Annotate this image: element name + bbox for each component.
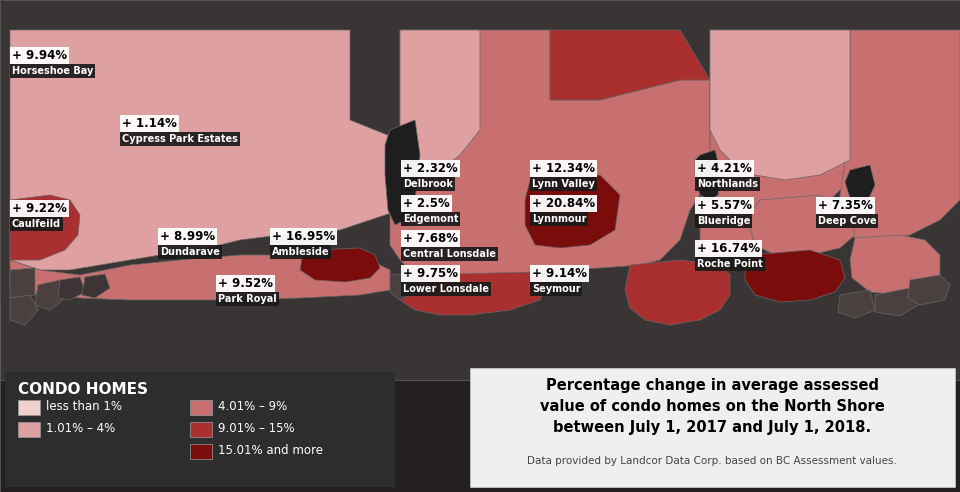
- Text: + 9.75%: + 9.75%: [403, 267, 458, 280]
- Polygon shape: [10, 255, 390, 300]
- Text: Lynnmour: Lynnmour: [532, 214, 587, 224]
- Polygon shape: [35, 280, 65, 310]
- Text: Caulfeild: Caulfeild: [12, 219, 61, 229]
- Polygon shape: [400, 30, 480, 175]
- Text: + 12.34%: + 12.34%: [532, 162, 595, 175]
- Polygon shape: [300, 248, 380, 282]
- FancyBboxPatch shape: [18, 422, 40, 437]
- Polygon shape: [10, 30, 400, 270]
- FancyBboxPatch shape: [190, 444, 212, 459]
- Text: Lower Lonsdale: Lower Lonsdale: [403, 284, 489, 294]
- Polygon shape: [0, 0, 960, 380]
- FancyBboxPatch shape: [470, 368, 955, 487]
- Text: + 9.94%: + 9.94%: [12, 49, 67, 62]
- FancyBboxPatch shape: [18, 400, 40, 415]
- Text: Blueridge: Blueridge: [697, 216, 751, 226]
- Polygon shape: [400, 272, 545, 315]
- Text: + 1.14%: + 1.14%: [122, 117, 177, 130]
- Text: Northlands: Northlands: [697, 179, 758, 189]
- Text: Percentage change in average assessed
value of condo homes on the North Shore
be: Percentage change in average assessed va…: [540, 378, 884, 435]
- Polygon shape: [10, 268, 35, 298]
- Text: Data provided by Landcor Data Corp. based on BC Assessment values.: Data provided by Landcor Data Corp. base…: [527, 456, 897, 466]
- Polygon shape: [908, 275, 950, 305]
- Text: Edgemont: Edgemont: [403, 214, 459, 224]
- Text: 4.01% – 9%: 4.01% – 9%: [218, 400, 287, 413]
- Polygon shape: [838, 290, 875, 318]
- Text: + 2.5%: + 2.5%: [403, 197, 449, 210]
- Polygon shape: [840, 30, 960, 240]
- FancyBboxPatch shape: [5, 372, 395, 487]
- Text: + 5.57%: + 5.57%: [697, 199, 752, 212]
- Text: CONDO HOMES: CONDO HOMES: [18, 382, 148, 397]
- Polygon shape: [385, 120, 420, 225]
- Polygon shape: [82, 274, 110, 298]
- Text: Dundarave: Dundarave: [160, 247, 220, 257]
- Text: + 9.52%: + 9.52%: [218, 277, 273, 290]
- Polygon shape: [390, 272, 420, 300]
- Polygon shape: [750, 195, 855, 255]
- Text: + 8.99%: + 8.99%: [160, 230, 215, 243]
- Polygon shape: [710, 30, 850, 180]
- Text: Deep Cove: Deep Cove: [818, 216, 876, 226]
- Polygon shape: [550, 30, 710, 100]
- Text: + 7.35%: + 7.35%: [818, 199, 873, 212]
- Polygon shape: [390, 30, 710, 280]
- Text: + 9.22%: + 9.22%: [12, 202, 67, 215]
- Polygon shape: [875, 288, 918, 316]
- Text: less than 1%: less than 1%: [46, 400, 122, 413]
- Text: + 20.84%: + 20.84%: [532, 197, 595, 210]
- Text: Cypress Park Estates: Cypress Park Estates: [122, 134, 238, 144]
- Text: 1.01% – 4%: 1.01% – 4%: [46, 423, 115, 435]
- Text: 15.01% and more: 15.01% and more: [218, 444, 323, 458]
- Polygon shape: [850, 235, 940, 295]
- Text: Central Lonsdale: Central Lonsdale: [403, 249, 496, 259]
- Text: 9.01% – 15%: 9.01% – 15%: [218, 423, 295, 435]
- Text: + 2.32%: + 2.32%: [403, 162, 458, 175]
- Text: Lynn Valley: Lynn Valley: [532, 179, 595, 189]
- Polygon shape: [625, 260, 730, 325]
- Polygon shape: [845, 165, 875, 200]
- Polygon shape: [700, 30, 850, 260]
- Text: + 7.68%: + 7.68%: [403, 232, 458, 245]
- FancyBboxPatch shape: [190, 422, 212, 437]
- Polygon shape: [525, 175, 620, 248]
- Text: Park Royal: Park Royal: [218, 294, 276, 304]
- Polygon shape: [745, 250, 845, 302]
- Polygon shape: [0, 300, 960, 492]
- Text: Roche Point: Roche Point: [697, 259, 763, 269]
- Polygon shape: [10, 195, 80, 260]
- Polygon shape: [58, 277, 85, 300]
- Polygon shape: [695, 150, 720, 200]
- Text: + 4.21%: + 4.21%: [697, 162, 752, 175]
- FancyBboxPatch shape: [190, 400, 212, 415]
- Text: + 9.14%: + 9.14%: [532, 267, 587, 280]
- Text: Ambleside: Ambleside: [272, 247, 329, 257]
- Text: Delbrook: Delbrook: [403, 179, 453, 189]
- Text: Horseshoe Bay: Horseshoe Bay: [12, 66, 93, 76]
- Polygon shape: [10, 295, 38, 325]
- Text: + 16.95%: + 16.95%: [272, 230, 335, 243]
- Text: + 16.74%: + 16.74%: [697, 242, 760, 255]
- Text: Seymour: Seymour: [532, 284, 581, 294]
